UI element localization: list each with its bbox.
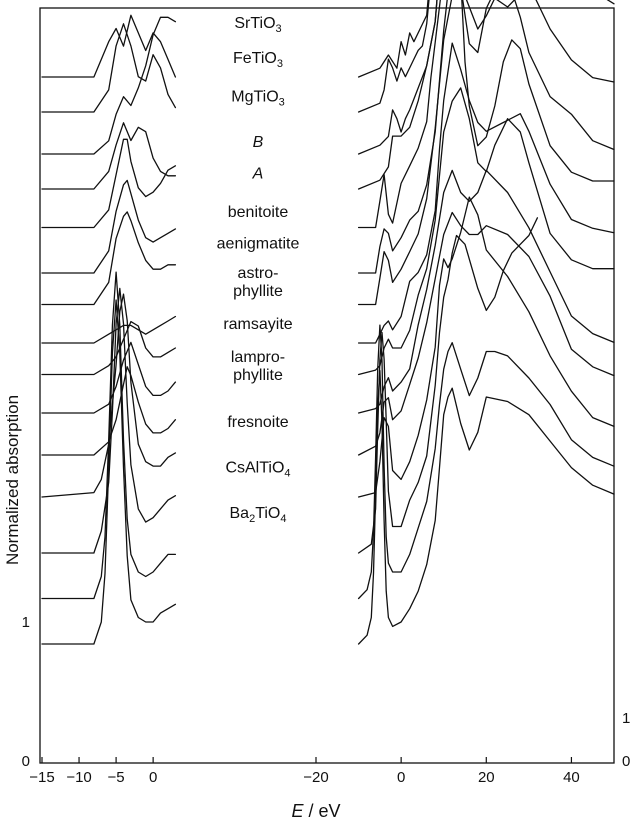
series-label-aenigmatite: aenigmatite	[217, 236, 300, 253]
series-label-CsAlTiO4: CsAlTiO4	[225, 460, 290, 480]
curve-preedge-A	[41, 211, 177, 306]
curve-edge-SrTiO3	[357, 0, 438, 155]
y-axis-label: Normalized absorption	[3, 395, 22, 565]
curve-preedge-Ba2TiO4	[41, 299, 177, 645]
x-tick-label-pre-0: 0	[149, 769, 157, 786]
curve-edge-B	[357, 0, 615, 274]
x-axis-label-unit: / eV	[303, 801, 340, 821]
curve-edge-CsAlTiO4	[357, 324, 615, 600]
curve-edge-astrophyllite	[357, 169, 615, 414]
series-label-FeTiO3: FeTiO3	[233, 50, 283, 70]
y-tick-right-1: 1	[622, 710, 630, 727]
curve-preedge-aenigmatite	[41, 320, 177, 376]
curve-preedge-benitoite	[41, 315, 177, 344]
x-tick-label-pre--10: −10	[66, 769, 91, 786]
x-tick-label-edge-20: 20	[478, 769, 495, 786]
curve-preedge-lamprophyllite	[41, 293, 177, 498]
curve-preedge-anatase	[41, 14, 177, 78]
x-tick-label-edge--20: −20	[303, 769, 328, 786]
x-axis-label: E / eV	[291, 801, 340, 821]
curve-preedge-B	[41, 179, 177, 274]
curve-preedge-MgTiO3	[41, 138, 177, 229]
curve-preedge-FeTiO3	[41, 122, 177, 190]
plot-frame	[39, 7, 615, 764]
series-label-MgTiO3: MgTiO3	[231, 89, 285, 109]
curve-edge-rutile	[357, 0, 430, 113]
y-tick-left-0: 0	[22, 753, 30, 770]
x-tick-label-edge-0: 0	[397, 769, 405, 786]
series-labels: anataserutileSrTiO3FeTiO3MgTiO3BAbenitoi…	[217, 15, 300, 525]
y-tick-right-0: 0	[622, 753, 630, 770]
x-tick-label-pre--5: −5	[108, 769, 125, 786]
series-label-lamprophyllite: lampro-phyllite	[231, 349, 285, 384]
series-label-astrophyllite: astro-phyllite	[233, 265, 283, 300]
plot-frame-rect	[39, 7, 615, 764]
x-axis-label-symbol: E	[291, 801, 304, 821]
series-label-fresnoite: fresnoite	[227, 414, 288, 431]
curve-preedge-rutile	[41, 23, 177, 113]
series-label-benitoite: benitoite	[228, 204, 289, 221]
x-tick-label-edge-40: 40	[563, 769, 580, 786]
curve-edge-lamprophyllite	[357, 196, 615, 498]
curve-edge-A	[357, 0, 615, 306]
curve-preedge-CsAlTiO4	[41, 271, 177, 600]
axis-ticks: −15 −10 −5 0 −20 0 20 40 0 1 0 1	[22, 614, 631, 786]
curve-edge-aenigmatite	[357, 87, 615, 376]
curve-edge-anatase	[357, 0, 429, 78]
series-label-ramsayite: ramsayite	[223, 316, 292, 333]
curve-edge-MgTiO3	[357, 0, 615, 229]
series-label-A: A	[252, 166, 264, 183]
curve-preedge-astrophyllite	[41, 341, 177, 414]
curve-edge-FeTiO3	[357, 0, 615, 190]
curve-edge-benitoite	[357, 42, 615, 344]
x-tick-label-pre--15: −15	[29, 769, 54, 786]
curve-preedge-fresnoite	[41, 287, 177, 554]
series-label-SrTiO3: SrTiO3	[234, 15, 281, 35]
curve-preedge-SrTiO3	[41, 16, 177, 155]
y-tick-left-1: 1	[22, 614, 30, 631]
series-label-B: B	[253, 134, 264, 151]
spectra-curves	[41, 0, 615, 645]
curve-edge-Ba2TiO4	[357, 369, 615, 645]
curve-edge-ramsayite	[357, 211, 615, 456]
series-label-Ba2TiO4: Ba2TiO4	[229, 505, 286, 525]
